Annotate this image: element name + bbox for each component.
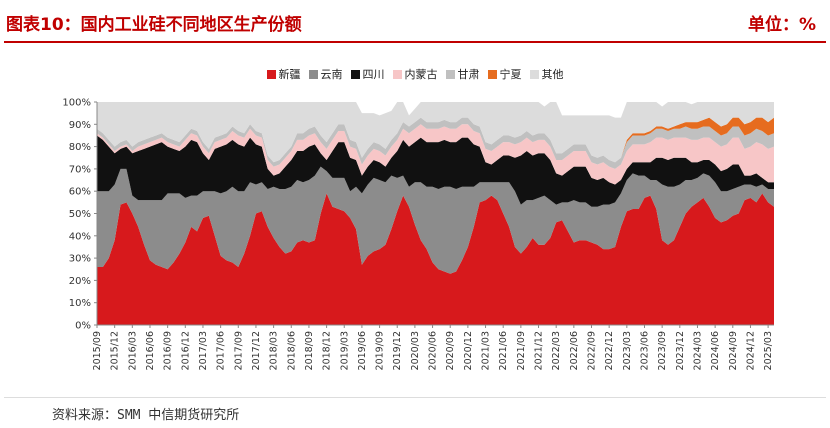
x-tick-label: 2020/03	[410, 331, 421, 370]
x-tick-label: 2016/09	[163, 331, 174, 370]
y-tick-label: 10%	[69, 298, 91, 309]
x-tick-label: 2019/09	[375, 331, 386, 370]
legend-swatch	[308, 69, 318, 79]
y-tick-label: 80%	[69, 142, 91, 153]
x-tick-label: 2023/03	[622, 331, 633, 370]
legend-swatch	[445, 69, 455, 79]
x-tick-label: 2018/12	[322, 331, 333, 370]
x-tick-label: 2017/12	[251, 331, 262, 370]
series-area-4	[97, 117, 774, 169]
y-tick-label: 40%	[69, 231, 91, 242]
legend-swatch	[350, 69, 360, 79]
series-area-5	[97, 117, 774, 163]
x-tick-label: 2015/12	[110, 331, 121, 370]
y-tick-label: 30%	[69, 254, 91, 265]
legend-label: 内蒙古	[404, 68, 438, 81]
legend-swatch	[266, 69, 276, 79]
x-tick-label: 2017/06	[216, 331, 227, 370]
x-tick-label: 2016/03	[127, 331, 138, 370]
x-tick-label: 2025/03	[763, 331, 774, 370]
x-tick-label: 2022/09	[587, 331, 598, 370]
x-tick-label: 2024/06	[710, 331, 721, 370]
x-tick-label: 2021/12	[534, 331, 545, 370]
y-tick-label: 50%	[69, 209, 91, 220]
source-note: 资料来源：SMM 中信期货研究所	[52, 408, 240, 423]
legend-item-2: 四川	[350, 66, 385, 82]
x-tick-label: 2024/09	[728, 331, 739, 370]
x-tick-label: 2023/09	[657, 331, 668, 370]
chart-title: 图表10：国内工业硅不同地区生产份额	[6, 15, 302, 35]
x-tick-label: 2018/03	[269, 331, 280, 370]
series-area-3	[97, 124, 774, 185]
series-area-2	[97, 135, 774, 207]
x-tick-label: 2023/06	[639, 331, 650, 370]
y-tick-label: 90%	[69, 120, 91, 131]
series-area-0	[97, 193, 774, 325]
x-tick-label: 2019/06	[357, 331, 368, 370]
x-tick-label: 2019/12	[392, 331, 403, 370]
legend-swatch	[529, 69, 539, 79]
x-tick-label: 2015/09	[92, 331, 103, 370]
x-tick-label: 2020/12	[463, 331, 474, 370]
x-tick-label: 2020/06	[428, 331, 439, 370]
legend-swatch	[392, 69, 402, 79]
legend-item-5: 宁夏	[487, 66, 522, 82]
series-area-6	[97, 102, 774, 163]
unit-label: 单位：%	[747, 15, 816, 35]
legend-item-6: 其他	[529, 66, 564, 82]
y-tick-label: 20%	[69, 276, 91, 287]
header-rule	[4, 41, 826, 43]
chart-header: 图表10：国内工业硅不同地区生产份额 单位：%	[0, 0, 830, 44]
legend-item-1: 云南	[308, 66, 343, 82]
legend-swatch	[487, 69, 497, 79]
legend-label: 新疆	[278, 68, 301, 81]
legend-item-3: 内蒙古	[392, 66, 438, 82]
x-tick-label: 2021/06	[498, 331, 509, 370]
x-tick-label: 2023/12	[675, 331, 686, 370]
series-area-1	[97, 166, 774, 274]
x-tick-label: 2024/12	[745, 331, 756, 370]
x-tick-label: 2016/06	[145, 331, 156, 370]
x-tick-label: 2022/03	[551, 331, 562, 370]
legend-label: 宁夏	[499, 68, 522, 81]
x-tick-label: 2024/03	[692, 331, 703, 370]
x-tick-label: 2019/03	[339, 331, 350, 370]
x-tick-label: 2020/09	[445, 331, 456, 370]
legend-item-4: 甘肃	[445, 66, 480, 82]
legend-label: 其他	[541, 68, 564, 81]
x-tick-label: 2018/06	[286, 331, 297, 370]
legend-label: 四川	[362, 68, 385, 81]
source-rule	[4, 397, 826, 398]
x-tick-label: 2017/09	[233, 331, 244, 370]
legend: 新疆 云南 四川 内蒙古 甘肃 宁夏 其他	[0, 66, 830, 84]
y-tick-label: 0%	[75, 321, 91, 332]
x-tick-label: 2022/12	[604, 331, 615, 370]
x-tick-label: 2021/03	[481, 331, 492, 370]
x-tick-label: 2017/03	[198, 331, 209, 370]
x-tick-label: 2016/12	[180, 331, 191, 370]
x-tick-label: 2022/06	[569, 331, 580, 370]
x-tick-label: 2021/09	[516, 331, 527, 370]
legend-label: 云南	[320, 68, 343, 81]
legend-item-0: 新疆	[266, 66, 301, 82]
x-tick-label: 2018/09	[304, 331, 315, 370]
y-tick-label: 70%	[69, 164, 91, 175]
legend-label: 甘肃	[457, 68, 480, 81]
y-tick-label: 100%	[62, 98, 91, 109]
stacked-area-chart: 0% 10% 20% 30% 40% 50% 60% 70% 80% 90% 100% 2015/09…	[62, 98, 774, 371]
y-tick-label: 60%	[69, 187, 91, 198]
